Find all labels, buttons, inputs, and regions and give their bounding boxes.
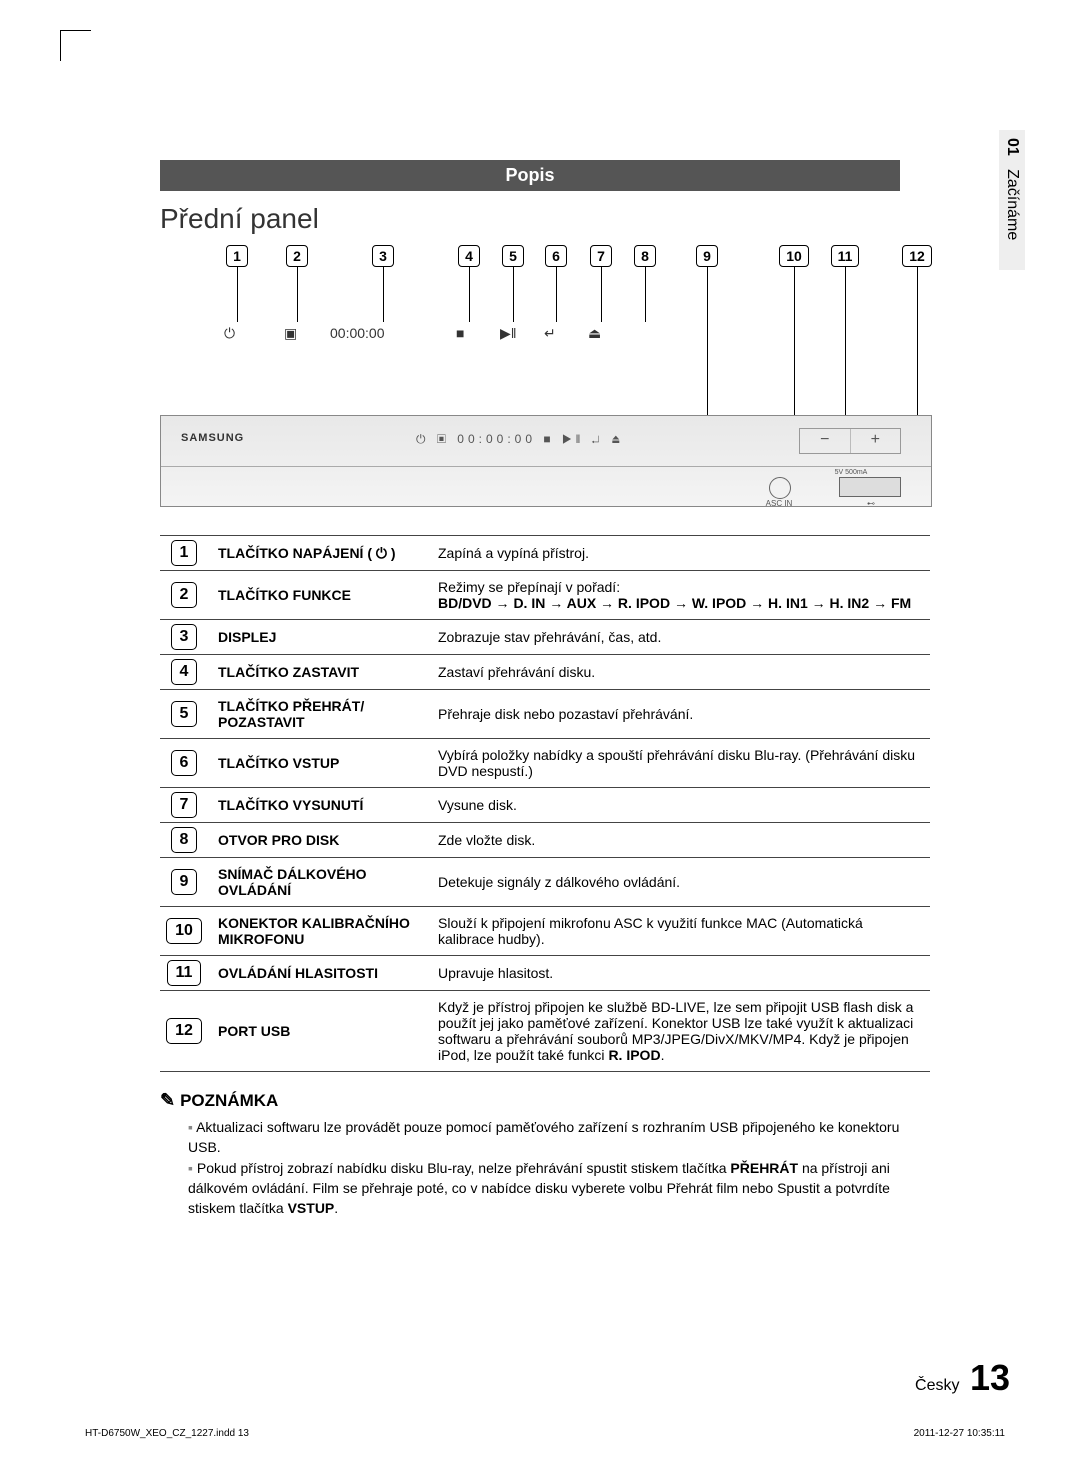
row-name: TLAČÍTKO NAPÁJENÍ ( ⏻ ) bbox=[208, 536, 428, 571]
usb-power-label: 5V 500mA bbox=[835, 469, 868, 476]
row-num: 6 bbox=[160, 739, 208, 788]
table-row: 12PORT USBKdyž je přístroj připojen ke s… bbox=[160, 991, 930, 1072]
panel-icon: ↵ bbox=[544, 325, 556, 342]
table-row: 2TLAČÍTKO FUNKCERežimy se přepínají v po… bbox=[160, 571, 930, 620]
table-row: 11OVLÁDÁNÍ HLASITOSTIUpravuje hlasitost. bbox=[160, 956, 930, 991]
row-desc: Zobrazuje stav přehrávání, čas, atd. bbox=[428, 620, 930, 655]
side-tab: 01 Začínáme bbox=[999, 130, 1025, 270]
table-row: 10KONEKTOR KALIBRAČNÍHO MIKROFONUSlouží … bbox=[160, 907, 930, 956]
callout-5: 5 bbox=[498, 245, 528, 322]
section-subtitle: Přední panel bbox=[160, 203, 1020, 235]
vol-minus: − bbox=[800, 429, 851, 453]
note-item: Aktualizaci softwaru lze provádět pouze … bbox=[188, 1117, 928, 1158]
table-row: 5TLAČÍTKO PŘEHRÁT/ POZASTAVITPřehraje di… bbox=[160, 690, 930, 739]
row-desc: Přehraje disk nebo pozastaví přehrávání. bbox=[428, 690, 930, 739]
row-name: TLAČÍTKO PŘEHRÁT/ POZASTAVIT bbox=[208, 690, 428, 739]
row-desc: Zapíná a vypíná přístroj. bbox=[428, 536, 930, 571]
row-name: KONEKTOR KALIBRAČNÍHO MIKROFONU bbox=[208, 907, 428, 956]
callout-6: 6 bbox=[541, 245, 571, 322]
table-row: 3DISPLEJZobrazuje stav přehrávání, čas, … bbox=[160, 620, 930, 655]
row-num: 5 bbox=[160, 690, 208, 739]
row-desc: Detekuje signály z dálkového ovládání. bbox=[428, 858, 930, 907]
row-num: 4 bbox=[160, 655, 208, 690]
row-name: OTVOR PRO DISK bbox=[208, 823, 428, 858]
callout-9: 9 bbox=[692, 245, 722, 417]
controls-table: 1TLAČÍTKO NAPÁJENÍ ( ⏻ )Zapíná a vypíná … bbox=[160, 535, 930, 1072]
asc-port-label: ASC IN bbox=[766, 499, 793, 508]
callout-1: 1 bbox=[222, 245, 252, 322]
side-tab-label: Začínáme bbox=[1004, 169, 1021, 240]
row-desc: Když je přístroj připojen ke službě BD-L… bbox=[428, 991, 930, 1072]
row-num: 10 bbox=[160, 907, 208, 956]
crop-mark bbox=[60, 30, 91, 61]
row-name: TLAČÍTKO ZASTAVIT bbox=[208, 655, 428, 690]
panel-icon: ▣ bbox=[284, 325, 297, 342]
usb-port-label: ⊷ bbox=[867, 499, 875, 508]
row-num: 3 bbox=[160, 620, 208, 655]
asc-port-icon bbox=[769, 477, 791, 499]
row-name: TLAČÍTKO VSTUP bbox=[208, 739, 428, 788]
row-desc: Režimy se přepínají v pořadí:BD/DVD → D.… bbox=[428, 571, 930, 620]
row-num: 11 bbox=[160, 956, 208, 991]
row-desc: Vybírá položky nabídky a spouští přehráv… bbox=[428, 739, 930, 788]
panel-icon: ⏻ bbox=[224, 325, 235, 342]
row-desc: Zastaví přehrávání disku. bbox=[428, 655, 930, 690]
table-row: 1TLAČÍTKO NAPÁJENÍ ( ⏻ )Zapíná a vypíná … bbox=[160, 536, 930, 571]
row-name: PORT USB bbox=[208, 991, 428, 1072]
print-foot-left: HT-D6750W_XEO_CZ_1227.indd 13 bbox=[85, 1428, 249, 1439]
row-num: 12 bbox=[160, 991, 208, 1072]
row-desc: Slouží k připojení mikrofonu ASC k využi… bbox=[428, 907, 930, 956]
table-row: 6TLAČÍTKO VSTUPVybírá položky nabídky a … bbox=[160, 739, 930, 788]
note-heading: POZNÁMKA bbox=[160, 1090, 1020, 1111]
usb-port-icon bbox=[839, 477, 901, 497]
row-num: 1 bbox=[160, 536, 208, 571]
callout-11: 11 bbox=[830, 245, 860, 417]
row-name: TLAČÍTKO FUNKCE bbox=[208, 571, 428, 620]
row-num: 9 bbox=[160, 858, 208, 907]
row-name: SNÍMAČ DÁLKOVÉHO OVLÁDÁNÍ bbox=[208, 858, 428, 907]
vol-plus: + bbox=[851, 429, 901, 453]
callout-12: 12 bbox=[902, 245, 932, 417]
footer-lang: Česky bbox=[915, 1377, 959, 1394]
callout-3: 3 bbox=[368, 245, 398, 322]
notes-list: Aktualizaci softwaru lze provádět pouze … bbox=[188, 1117, 928, 1218]
table-row: 9SNÍMAČ DÁLKOVÉHO OVLÁDÁNÍDetekuje signá… bbox=[160, 858, 930, 907]
row-name: DISPLEJ bbox=[208, 620, 428, 655]
section-bar: Popis bbox=[160, 160, 900, 191]
footer-page: 13 bbox=[970, 1357, 1010, 1398]
table-row: 7TLAČÍTKO VYSUNUTÍVysune disk. bbox=[160, 788, 930, 823]
note-item: Pokud přístroj zobrazí nabídku disku Blu… bbox=[188, 1158, 928, 1219]
front-panel-diagram: 123456789101112 ⏻▣00:00:00■▶‖↵⏏ SAMSUNG … bbox=[160, 245, 930, 515]
brand-label: SAMSUNG bbox=[181, 432, 244, 444]
panel-icon: ■ bbox=[456, 325, 464, 341]
device-top-icons: ⏻ ▣ 00:00:00 ■ ▶‖ ↵ ⏏ bbox=[416, 432, 625, 447]
callout-8: 8 bbox=[630, 245, 660, 322]
print-footer: HT-D6750W_XEO_CZ_1227.indd 13 2011-12-27… bbox=[85, 1428, 1005, 1439]
row-name: OVLÁDÁNÍ HLASITOSTI bbox=[208, 956, 428, 991]
side-tab-num: 01 bbox=[1004, 138, 1021, 156]
row-num: 2 bbox=[160, 571, 208, 620]
print-foot-right: 2011-12-27 10:35:11 bbox=[914, 1428, 1005, 1439]
callout-7: 7 bbox=[586, 245, 616, 322]
panel-icon: ⏏ bbox=[588, 325, 601, 342]
row-name: TLAČÍTKO VYSUNUTÍ bbox=[208, 788, 428, 823]
table-row: 4TLAČÍTKO ZASTAVITZastaví přehrávání dis… bbox=[160, 655, 930, 690]
volume-rocker: − + bbox=[799, 428, 901, 454]
panel-icon: ▶‖ bbox=[500, 325, 517, 342]
device-illustration: SAMSUNG ⏻ ▣ 00:00:00 ■ ▶‖ ↵ ⏏ − + ASC IN… bbox=[160, 415, 932, 507]
callout-2: 2 bbox=[282, 245, 312, 322]
table-row: 8OTVOR PRO DISKZde vložte disk. bbox=[160, 823, 930, 858]
row-num: 7 bbox=[160, 788, 208, 823]
page-footer: Česky 13 bbox=[915, 1357, 1010, 1399]
row-num: 8 bbox=[160, 823, 208, 858]
callout-10: 10 bbox=[779, 245, 809, 417]
row-desc: Upravuje hlasitost. bbox=[428, 956, 930, 991]
row-desc: Zde vložte disk. bbox=[428, 823, 930, 858]
panel-icon: 00:00:00 bbox=[330, 325, 385, 341]
row-desc: Vysune disk. bbox=[428, 788, 930, 823]
callout-4: 4 bbox=[454, 245, 484, 322]
